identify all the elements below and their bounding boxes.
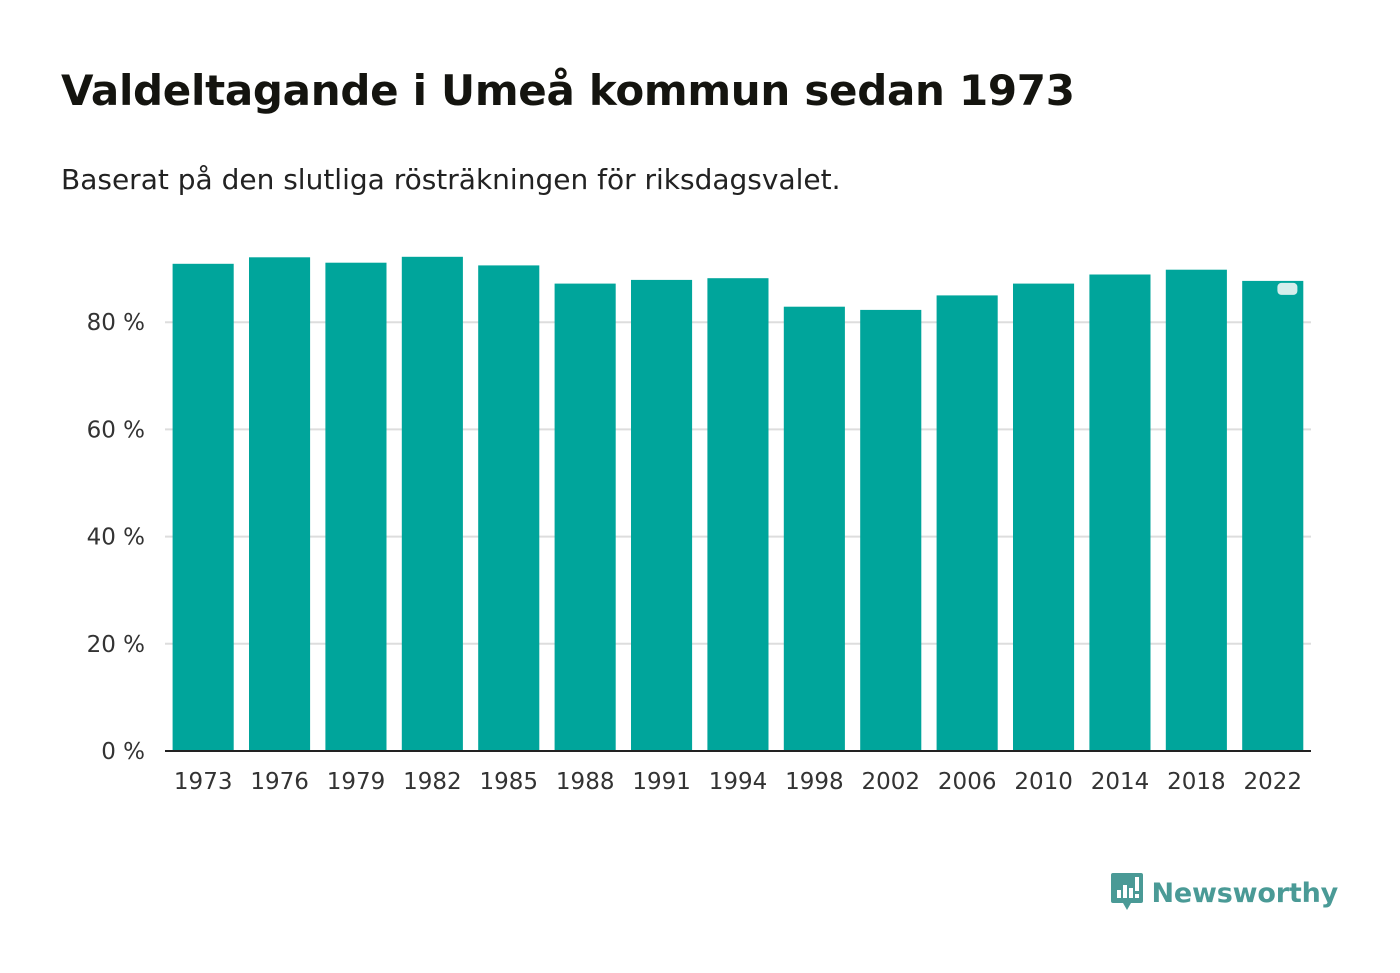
newsworthy-logo-icon — [1110, 871, 1144, 915]
x-tick-label: 1979 — [327, 769, 386, 795]
x-tick-label: 2014 — [1091, 769, 1150, 795]
bar-1994[interactable] — [707, 278, 769, 751]
bar-2002[interactable] — [860, 309, 922, 751]
x-tick-label: 1973 — [174, 769, 233, 795]
bar-1982[interactable] — [401, 256, 463, 751]
x-tick-label: 1991 — [632, 769, 691, 795]
x-tick-label: 1988 — [556, 769, 615, 795]
x-tick-label: 1982 — [403, 769, 462, 795]
x-tick-label: 2002 — [862, 769, 921, 795]
bar-2006[interactable] — [936, 295, 998, 751]
x-tick-label: 1994 — [709, 769, 768, 795]
bar-1991[interactable] — [631, 279, 693, 751]
axes: 0 % 20 % 40 % 60 % 80 % 1973 1976 1979 1982 1985 1… — [87, 310, 1311, 795]
bar-1998[interactable] — [783, 306, 845, 751]
bar-2022[interactable] — [1242, 280, 1304, 751]
bar-2010[interactable] — [1013, 283, 1075, 751]
x-tick-label: 1998 — [785, 769, 844, 795]
y-tick-label: 0 % — [101, 739, 145, 765]
brand-name: Newsworthy — [1151, 877, 1339, 909]
x-tick-label: 2006 — [938, 769, 997, 795]
bar-1976[interactable] — [249, 257, 311, 751]
y-tick-label: 20 % — [87, 632, 145, 658]
chart-title: Valdeltagande i Umeå kommun sedan 1973 — [61, 66, 1075, 115]
bar-1979[interactable] — [325, 262, 387, 751]
bar-2018[interactable] — [1165, 269, 1227, 751]
highlight-marker — [1277, 282, 1298, 295]
y-tick-label: 80 % — [87, 310, 145, 336]
y-tick-label: 40 % — [87, 525, 145, 551]
bar-1988[interactable] — [554, 283, 616, 751]
x-tick-label: 1976 — [250, 769, 309, 795]
bar-1973[interactable] — [172, 263, 234, 751]
bar-1985[interactable] — [478, 265, 540, 751]
y-tick-label: 60 % — [87, 417, 145, 443]
brand-logo: Newsworthy — [1110, 873, 1338, 913]
bar-2014[interactable] — [1089, 274, 1151, 752]
x-tick-label: 2022 — [1244, 769, 1303, 795]
x-tick-label: 2010 — [1014, 769, 1073, 795]
x-tick-label: 2018 — [1167, 769, 1226, 795]
chart-subtitle: Baserat på den slutliga rösträkningen fö… — [61, 163, 841, 196]
bars — [172, 256, 1304, 752]
x-tick-label: 1985 — [480, 769, 539, 795]
